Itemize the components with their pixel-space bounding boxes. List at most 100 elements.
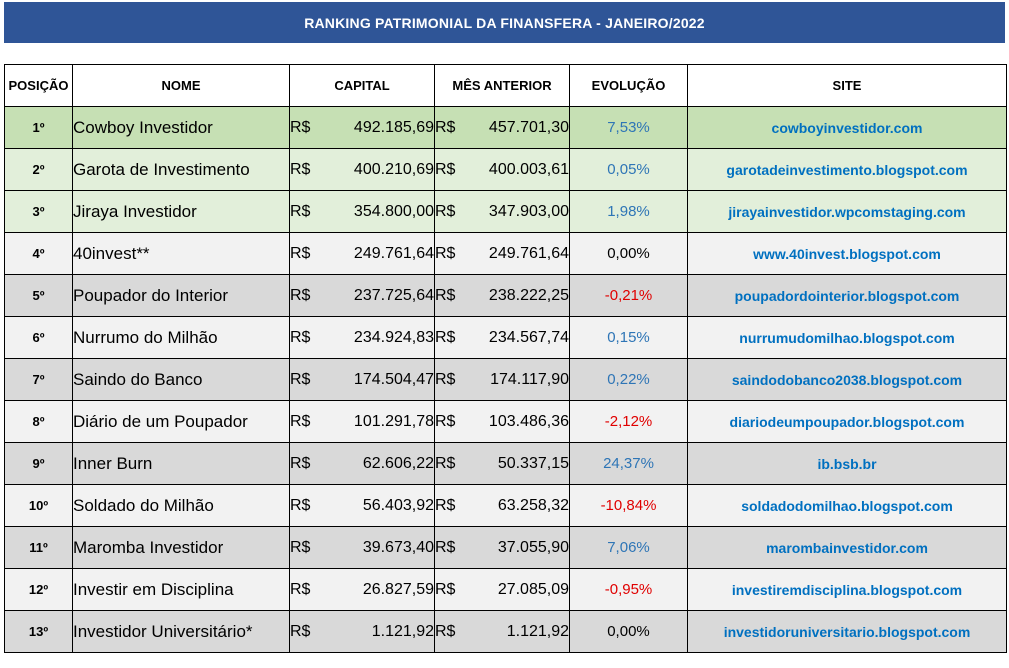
capital-cell: R$ 39.673,40 (289, 526, 435, 569)
capital-value: 26.827,59 (362, 580, 434, 598)
capital-cell: R$ 101.291,78 (289, 400, 435, 443)
header-nome: NOME (72, 64, 290, 107)
rank-position: 9º (4, 442, 73, 485)
evolution-value: 7,53% (569, 106, 688, 149)
currency-symbol: R$ (290, 622, 311, 640)
participant-name: Investir em Disciplina (72, 568, 290, 611)
site-link[interactable]: saindodobanco2038.blogspot.com (687, 358, 1007, 401)
rank-position: 8º (4, 400, 73, 443)
previous-month-value: 400.003,61 (488, 160, 569, 178)
currency-symbol: R$ (435, 622, 456, 640)
site-link[interactable]: jirayainvestidor.wpcomstaging.com (687, 190, 1007, 233)
capital-cell: R$ 56.403,92 (289, 484, 435, 527)
site-link[interactable]: garotadeinvestimento.blogspot.com (687, 148, 1007, 191)
table-row: 13º Investidor Universitário* R$ 1.121,92 R$… (4, 610, 1007, 653)
header-site: SITE (687, 64, 1007, 107)
currency-symbol: R$ (435, 538, 456, 556)
evolution-value: 0,00% (569, 232, 688, 275)
evolution-value: 0,22% (569, 358, 688, 401)
site-link[interactable]: diariodeumpoupador.blogspot.com (687, 400, 1007, 443)
previous-month-cell: R$ 347.903,00 (434, 190, 570, 233)
currency-symbol: R$ (290, 328, 311, 346)
currency-symbol: R$ (435, 370, 456, 388)
capital-cell: R$ 400.210,69 (289, 148, 435, 191)
capital-cell: R$ 1.121,92 (289, 610, 435, 653)
site-link[interactable]: investiremdisciplina.blogspot.com (687, 568, 1007, 611)
capital-value: 354.800,00 (353, 202, 434, 220)
participant-name: Jiraya Investidor (72, 190, 290, 233)
previous-month-cell: R$ 249.761,64 (434, 232, 570, 275)
site-link[interactable]: investidoruniversitario.blogspot.com (687, 610, 1007, 653)
previous-month-cell: R$ 27.085,09 (434, 568, 570, 611)
rank-position: 2º (4, 148, 73, 191)
site-link[interactable]: www.40invest.blogspot.com (687, 232, 1007, 275)
participant-name: Inner Burn (72, 442, 290, 485)
participant-name: Diário de um Poupador (72, 400, 290, 443)
rank-position: 11º (4, 526, 73, 569)
capital-value: 400.210,69 (353, 160, 434, 178)
previous-month-value: 37.055,90 (497, 538, 569, 556)
currency-symbol: R$ (290, 412, 311, 430)
previous-month-cell: R$ 103.486,36 (434, 400, 570, 443)
site-link[interactable]: cowboyinvestidor.com (687, 106, 1007, 149)
capital-cell: R$ 354.800,00 (289, 190, 435, 233)
capital-cell: R$ 492.185,69 (289, 106, 435, 149)
currency-symbol: R$ (435, 202, 456, 220)
previous-month-cell: R$ 63.258,32 (434, 484, 570, 527)
rank-position: 1º (4, 106, 73, 149)
currency-symbol: R$ (290, 538, 311, 556)
previous-month-value: 347.903,00 (488, 202, 569, 220)
currency-symbol: R$ (290, 160, 311, 178)
table-row: 6º Nurrumo do Milhão R$ 234.924,83 R$ 234.567… (4, 316, 1007, 359)
rank-position: 4º (4, 232, 73, 275)
site-link[interactable]: poupadordointerior.blogspot.com (687, 274, 1007, 317)
previous-month-value: 1.121,92 (506, 622, 569, 640)
participant-name: Investidor Universitário* (72, 610, 290, 653)
site-link[interactable]: nurrumudomilhao.blogspot.com (687, 316, 1007, 359)
capital-cell: R$ 249.761,64 (289, 232, 435, 275)
previous-month-cell: R$ 400.003,61 (434, 148, 570, 191)
table-row: 8º Diário de um Poupador R$ 101.291,78 R$ 103… (4, 400, 1007, 443)
currency-symbol: R$ (435, 496, 456, 514)
capital-value: 39.673,40 (362, 538, 434, 556)
table-row: 9º Inner Burn R$ 62.606,22 R$ 50.337,15 24,37%… (4, 442, 1007, 485)
currency-symbol: R$ (435, 160, 456, 178)
capital-value: 249.761,64 (353, 244, 434, 262)
participant-name: Soldado do Milhão (72, 484, 290, 527)
capital-cell: R$ 26.827,59 (289, 568, 435, 611)
previous-month-value: 50.337,15 (497, 454, 569, 472)
previous-month-cell: R$ 37.055,90 (434, 526, 570, 569)
rank-position: 10º (4, 484, 73, 527)
evolution-value: 7,06% (569, 526, 688, 569)
header-capital: CAPITAL (289, 64, 435, 107)
previous-month-value: 249.761,64 (488, 244, 569, 262)
evolution-value: 24,37% (569, 442, 688, 485)
capital-value: 174.504,47 (353, 370, 434, 388)
currency-symbol: R$ (435, 454, 456, 472)
currency-symbol: R$ (435, 286, 456, 304)
capital-cell: R$ 174.504,47 (289, 358, 435, 401)
currency-symbol: R$ (290, 202, 311, 220)
currency-symbol: R$ (290, 580, 311, 598)
rank-position: 5º (4, 274, 73, 317)
participant-name: 40invest** (72, 232, 290, 275)
previous-month-value: 457.701,30 (488, 118, 569, 136)
capital-cell: R$ 237.725,64 (289, 274, 435, 317)
site-link[interactable]: marombainvestidor.com (687, 526, 1007, 569)
currency-symbol: R$ (435, 580, 456, 598)
currency-symbol: R$ (435, 328, 456, 346)
participant-name: Saindo do Banco (72, 358, 290, 401)
participant-name: Cowboy Investidor (72, 106, 290, 149)
table-row: 12º Investir em Disciplina R$ 26.827,59 R$ 27… (4, 568, 1007, 611)
previous-month-cell: R$ 1.121,92 (434, 610, 570, 653)
site-link[interactable]: soldadodomilhao.blogspot.com (687, 484, 1007, 527)
evolution-value: -0,95% (569, 568, 688, 611)
capital-value: 1.121,92 (371, 622, 434, 640)
table-row: 1º Cowboy Investidor R$ 492.185,69 R$ 457.701… (4, 106, 1007, 149)
evolution-value: -10,84% (569, 484, 688, 527)
evolution-value: 0,05% (569, 148, 688, 191)
header-evolucao: EVOLUÇÃO (569, 64, 688, 107)
currency-symbol: R$ (290, 118, 311, 136)
site-link[interactable]: ib.bsb.br (687, 442, 1007, 485)
table-row: 11º Maromba Investidor R$ 39.673,40 R$ 37.055… (4, 526, 1007, 569)
